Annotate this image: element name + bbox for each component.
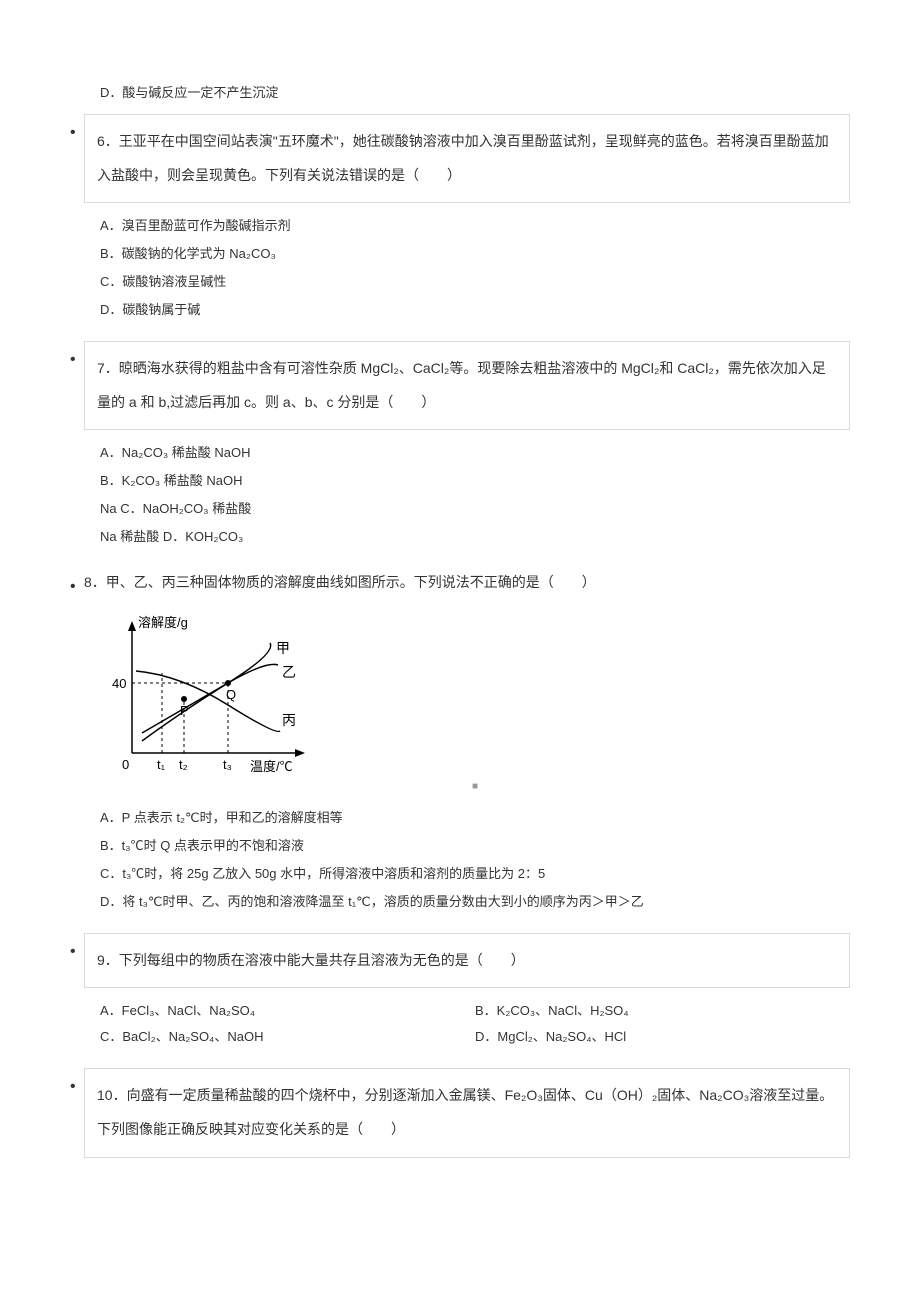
q9-stem: 9．下列每组中的物质在溶液中能大量共存且溶液为无色的是（ ） xyxy=(84,933,850,989)
svg-text:40: 40 xyxy=(112,676,126,691)
q8-option-d: D．将 t₃℃时甲、乙、丙的饱和溶液降温至 t₁℃，溶质的质量分数由大到小的顺序… xyxy=(100,889,850,915)
q10-row: • 10．向盛有一定质量稀盐酸的四个烧杯中，分别逐渐加入金属镁、Fe₂O₃固体、… xyxy=(70,1068,850,1157)
q8-row: • 8．甲、乙、丙三种固体物质的溶解度曲线如图所示。下列说法不正确的是（ ） xyxy=(70,568,850,606)
q5-option-d: D．酸与碱反应一定不产生沉淀 xyxy=(100,80,850,106)
q7-option-a: A．Na₂CO₃ 稀盐酸 NaOH xyxy=(100,440,850,466)
q7-option-c: Na C．NaOH₂CO₃ 稀盐酸 xyxy=(100,496,850,522)
q8-option-b: B．t₃℃时 Q 点表示甲的不饱和溶液 xyxy=(100,833,850,859)
q8-option-c: C．t₃℃时，将 25g 乙放入 50g 水中，所得溶液中溶质和溶剂的质量比为 … xyxy=(100,861,850,887)
q6-option-a: A．溴百里酚蓝可作为酸碱指示剂 xyxy=(100,213,850,239)
q7-row: • 7．晾晒海水获得的粗盐中含有可溶性杂质 MgCl₂、CaCl₂等。现要除去粗… xyxy=(70,341,850,430)
q7-stem: 7．晾晒海水获得的粗盐中含有可溶性杂质 MgCl₂、CaCl₂等。现要除去粗盐溶… xyxy=(84,341,850,430)
q7-options: A．Na₂CO₃ 稀盐酸 NaOH B．K₂CO₃ 稀盐酸 NaOH Na C．… xyxy=(100,440,850,550)
q7-option-b: B．K₂CO₃ 稀盐酸 NaOH xyxy=(100,468,850,494)
bullet-icon: • xyxy=(70,568,84,606)
svg-text:溶解度/g: 溶解度/g xyxy=(138,615,188,630)
q9-option-b: B．K₂CO₃、NaCl、H₂SO₄ xyxy=(475,998,850,1024)
q10-stem: 10．向盛有一定质量稀盐酸的四个烧杯中，分别逐渐加入金属镁、Fe₂O₃固体、Cu… xyxy=(84,1068,850,1157)
bullet-icon: • xyxy=(70,933,84,971)
svg-text:t₂: t₂ xyxy=(179,757,188,772)
q6-option-c: C．碳酸钠溶液呈碱性 xyxy=(100,269,850,295)
q9-options: A．FeCl₃、NaCl、Na₂SO₄ B．K₂CO₃、NaCl、H₂SO₄ C… xyxy=(100,998,850,1050)
bullet-icon: • xyxy=(70,114,84,152)
q9-option-d: D．MgCl₂、Na₂SO₄、HCl xyxy=(475,1024,850,1050)
svg-text:温度/℃: 温度/℃ xyxy=(250,759,293,774)
svg-text:t₃: t₃ xyxy=(223,757,232,772)
bullet-icon: • xyxy=(70,1068,84,1106)
solubility-curve-svg: 溶解度/g 温度/℃ 40 0 t₁ t₂ t₃ P Q 甲乙丙 xyxy=(100,613,310,783)
q6-option-b: B．碳酸钠的化学式为 Na₂CO₃ xyxy=(100,241,850,267)
svg-text:P: P xyxy=(180,703,189,718)
q8-options: A．P 点表示 t₂℃时，甲和乙的溶解度相等 B．t₃℃时 Q 点表示甲的不饱和… xyxy=(100,805,850,915)
q8-option-a: A．P 点表示 t₂℃时，甲和乙的溶解度相等 xyxy=(100,805,850,831)
q9-row: • 9．下列每组中的物质在溶液中能大量共存且溶液为无色的是（ ） xyxy=(70,933,850,989)
q7-option-d: Na 稀盐酸 D．KOH₂CO₃ xyxy=(100,524,850,550)
q8-stem: 8．甲、乙、丙三种固体物质的溶解度曲线如图所示。下列说法不正确的是（ ） xyxy=(84,568,850,604)
q6-row: • 6．王亚平在中国空间站表演"五环魔术"，她往碳酸钠溶液中加入溴百里酚蓝试剂，… xyxy=(70,114,850,203)
svg-text:乙: 乙 xyxy=(282,664,296,680)
q9-option-c: C．BaCl₂、Na₂SO₄、NaOH xyxy=(100,1024,475,1050)
svg-text:t₁: t₁ xyxy=(157,757,166,772)
svg-text:丙: 丙 xyxy=(282,712,296,728)
svg-text:0: 0 xyxy=(122,757,129,772)
q6-options: A．溴百里酚蓝可作为酸碱指示剂 B．碳酸钠的化学式为 Na₂CO₃ C．碳酸钠溶… xyxy=(100,213,850,323)
q6-option-d: D．碳酸钠属于碱 xyxy=(100,297,850,323)
q6-stem: 6．王亚平在中国空间站表演"五环魔术"，她往碳酸钠溶液中加入溴百里酚蓝试剂，呈现… xyxy=(84,114,850,203)
svg-text:甲: 甲 xyxy=(276,640,290,656)
bullet-icon: • xyxy=(70,341,84,379)
chart-footer-dot: ■ xyxy=(100,779,850,795)
q8-solubility-chart: 溶解度/g 温度/℃ 40 0 t₁ t₂ t₃ P Q 甲乙丙 ■ xyxy=(100,613,850,795)
svg-text:Q: Q xyxy=(226,687,236,702)
q9-option-a: A．FeCl₃、NaCl、Na₂SO₄ xyxy=(100,998,475,1024)
